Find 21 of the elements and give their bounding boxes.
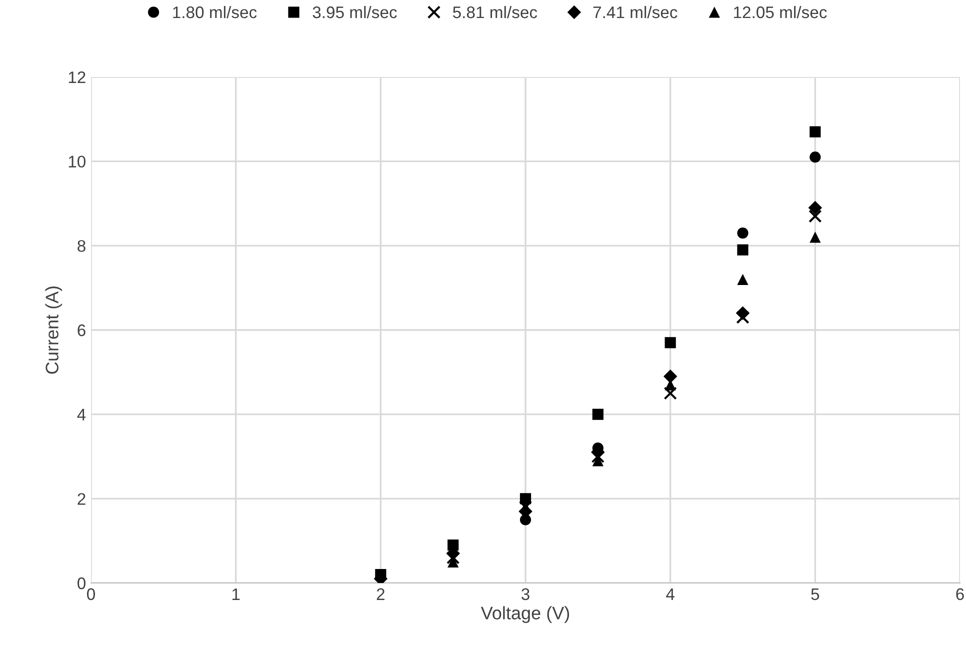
y-tick-label: 6: [78, 324, 86, 336]
x-tick-label: 3: [522, 588, 530, 600]
y-tick-label: 8: [78, 240, 86, 252]
x-tick-label: 4: [666, 588, 674, 600]
x-tick-label: 0: [87, 588, 95, 600]
x-tick-label: 1: [232, 588, 240, 600]
x-tick-label: 6: [956, 588, 964, 600]
legend-label: 3.95 ml/sec: [312, 6, 397, 18]
legend-label: 7.41 ml/sec: [593, 6, 678, 18]
legend-label: 5.81 ml/sec: [452, 6, 538, 18]
legend-label: 12.05 ml/sec: [734, 6, 827, 18]
x-tick-label: 5: [811, 588, 820, 600]
x-tick-label: 2: [376, 588, 384, 600]
legend-label: 1.80 ml/sec: [173, 6, 257, 18]
x-axis-title: Voltage (V): [480, 606, 570, 624]
y-tick-label: 12: [68, 71, 86, 84]
y-tick-label: 0: [78, 577, 86, 590]
y-tick-label: 4: [77, 408, 86, 420]
y-tick-label: 10: [68, 156, 86, 168]
y-tick-label: 2: [78, 493, 86, 505]
y-axis-title: Current (A): [45, 286, 62, 374]
